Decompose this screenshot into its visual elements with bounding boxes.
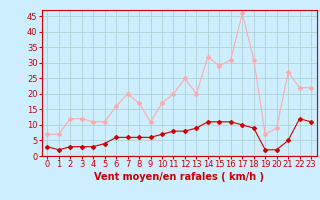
X-axis label: Vent moyen/en rafales ( km/h ): Vent moyen/en rafales ( km/h ) [94,172,264,182]
